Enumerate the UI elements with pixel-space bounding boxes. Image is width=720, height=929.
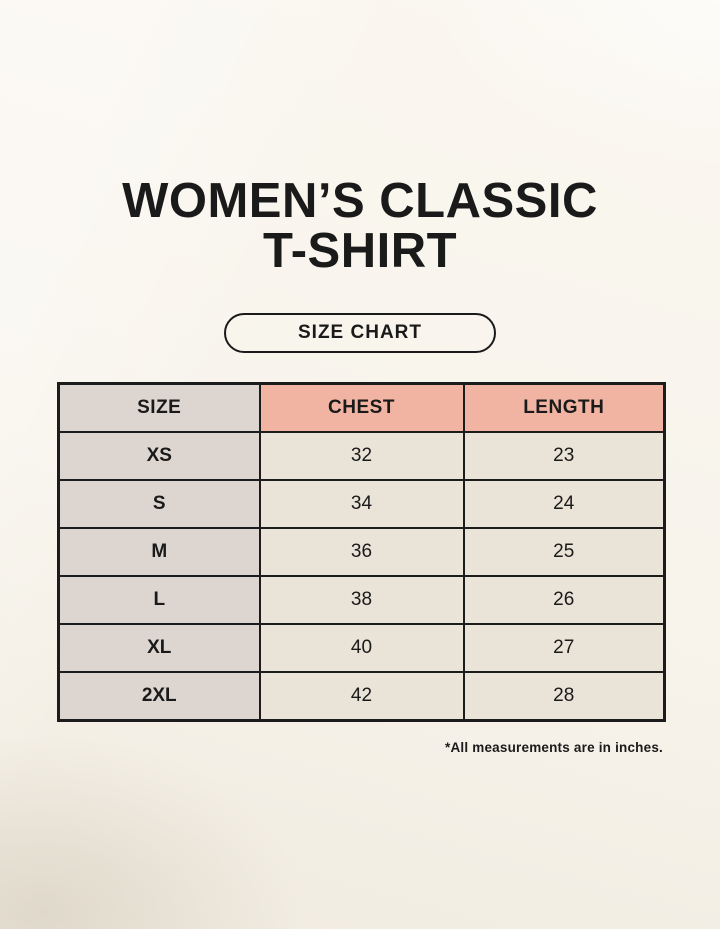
chest-cell: 34 [258,479,465,529]
column-header-length: LENGTH [462,382,666,433]
chest-cell: 42 [258,671,465,722]
chest-cell: 36 [258,527,465,577]
size-cell: S [57,479,261,529]
length-cell: 24 [462,479,666,529]
size-cell: L [57,575,261,625]
table-row: XL 40 27 [57,623,666,673]
size-cell: XL [57,623,261,673]
length-cell: 28 [462,671,666,722]
length-cell: 23 [462,431,666,481]
length-cell: 25 [462,527,666,577]
size-cell: 2XL [57,671,261,722]
table-row: L 38 26 [57,575,666,625]
chest-cell: 40 [258,623,465,673]
length-cell: 27 [462,623,666,673]
column-header-chest: CHEST [258,382,465,433]
measurements-footnote: *All measurements are in inches. [445,740,663,755]
page-title: WOMEN’S CLASSIC T-SHIRT [0,176,720,276]
page-title-line2: T-SHIRT [262,224,458,278]
size-chart-badge[interactable]: SIZE CHART [224,313,496,353]
table-row: S 34 24 [57,479,666,529]
chest-cell: 32 [258,431,465,481]
page-title-line1: WOMEN’S CLASSIC [122,174,598,228]
size-cell: M [57,527,261,577]
size-cell: XS [57,431,261,481]
table-row: XS 32 23 [57,431,666,481]
length-cell: 26 [462,575,666,625]
table-header-row: SIZE CHEST LENGTH [57,382,666,433]
chest-cell: 38 [258,575,465,625]
size-chart-table: SIZE CHEST LENGTH XS 32 23 S 34 24 M 36 … [57,382,666,722]
table-row: 2XL 42 28 [57,671,666,722]
table-row: M 36 25 [57,527,666,577]
column-header-size: SIZE [57,382,261,433]
